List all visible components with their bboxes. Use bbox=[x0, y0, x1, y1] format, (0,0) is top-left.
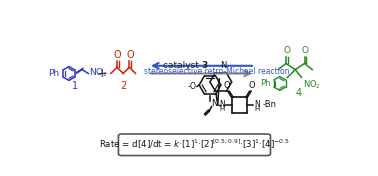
Text: N: N bbox=[254, 100, 260, 109]
Text: 3: 3 bbox=[201, 61, 208, 70]
Text: 1: 1 bbox=[72, 81, 78, 91]
Text: O: O bbox=[126, 50, 134, 60]
Text: NO$_2$: NO$_2$ bbox=[89, 67, 108, 79]
Text: stereoselective retro-Michael reaction: stereoselective retro-Michael reaction bbox=[144, 67, 290, 76]
Text: Rate = d[4]/dt = $k$·[1]$^1$·[2]$^{[0.5;0.9]}$·[3]$^1$·[4]$^{-0.5}$: Rate = d[4]/dt = $k$·[1]$^1$·[2]$^{[0.5;… bbox=[99, 138, 290, 151]
Text: -Bn: -Bn bbox=[263, 100, 277, 109]
Text: H: H bbox=[254, 106, 259, 112]
Text: N: N bbox=[219, 100, 225, 109]
Text: H: H bbox=[220, 106, 225, 112]
Text: -O: -O bbox=[187, 82, 196, 91]
Text: O: O bbox=[224, 81, 230, 90]
Text: Ph: Ph bbox=[48, 69, 60, 78]
Text: N: N bbox=[211, 99, 217, 108]
Text: O: O bbox=[283, 46, 290, 55]
FancyBboxPatch shape bbox=[118, 134, 271, 156]
Text: NO$_2$: NO$_2$ bbox=[303, 79, 321, 91]
Text: Ph: Ph bbox=[260, 79, 270, 88]
Text: N: N bbox=[220, 61, 226, 70]
Text: O: O bbox=[113, 50, 121, 60]
Text: O: O bbox=[249, 81, 255, 90]
Text: O: O bbox=[302, 46, 309, 55]
Text: +: + bbox=[96, 67, 107, 80]
Text: 2: 2 bbox=[120, 81, 126, 91]
Text: 4: 4 bbox=[296, 88, 302, 98]
Text: catalyst: catalyst bbox=[163, 61, 201, 70]
